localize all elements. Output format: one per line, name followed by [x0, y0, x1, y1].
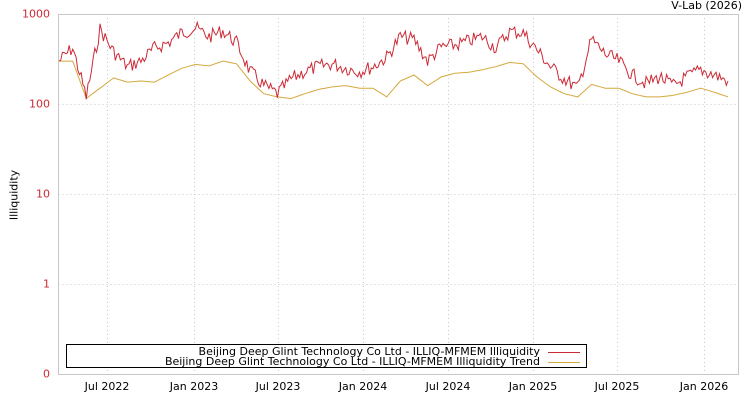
legend-label-illiquidity: Beijing Deep Glint Technology Co Ltd - I…	[198, 345, 540, 358]
x-tick-jul-2023: Jul 2023	[255, 380, 301, 393]
y-tick-0: 0	[43, 367, 50, 381]
y-tick-1: 1	[43, 277, 50, 291]
credit-label: V-Lab (2026)	[671, 0, 742, 12]
illiquidity-line	[58, 20, 729, 100]
x-tick-jan-2024: Jan 2024	[338, 380, 388, 393]
gridlines	[58, 14, 739, 374]
x-tick-jul-2025: Jul 2025	[594, 380, 640, 393]
x-tick-jan-2026: Jan 2026	[679, 380, 729, 393]
x-tick-jan-2023: Jan 2023	[169, 380, 219, 393]
y-tick-10: 10	[36, 187, 50, 201]
trend-line	[59, 60, 729, 100]
legend-swatch-trend	[548, 361, 580, 363]
y-tick-1000: 1000	[22, 7, 50, 21]
legend-label-trend: Beijing Deep Glint Technology Co Ltd - I…	[164, 355, 540, 368]
legend-swatch-illiquidity	[548, 351, 580, 353]
legend: Beijing Deep Glint Technology Co Ltd - I…	[66, 344, 587, 368]
x-tick-jan-2025: Jan 2025	[508, 380, 558, 393]
plot-frame	[58, 14, 739, 375]
legend-item-illiquidity: Beijing Deep Glint Technology Co Ltd - I…	[199, 346, 580, 358]
x-tick-jul-2022: Jul 2022	[84, 380, 130, 393]
y-tick-100: 100	[29, 97, 50, 111]
legend-item-trend: Beijing Deep Glint Technology Co Ltd - I…	[165, 356, 580, 368]
x-tick-jul-2024: Jul 2024	[425, 380, 471, 393]
